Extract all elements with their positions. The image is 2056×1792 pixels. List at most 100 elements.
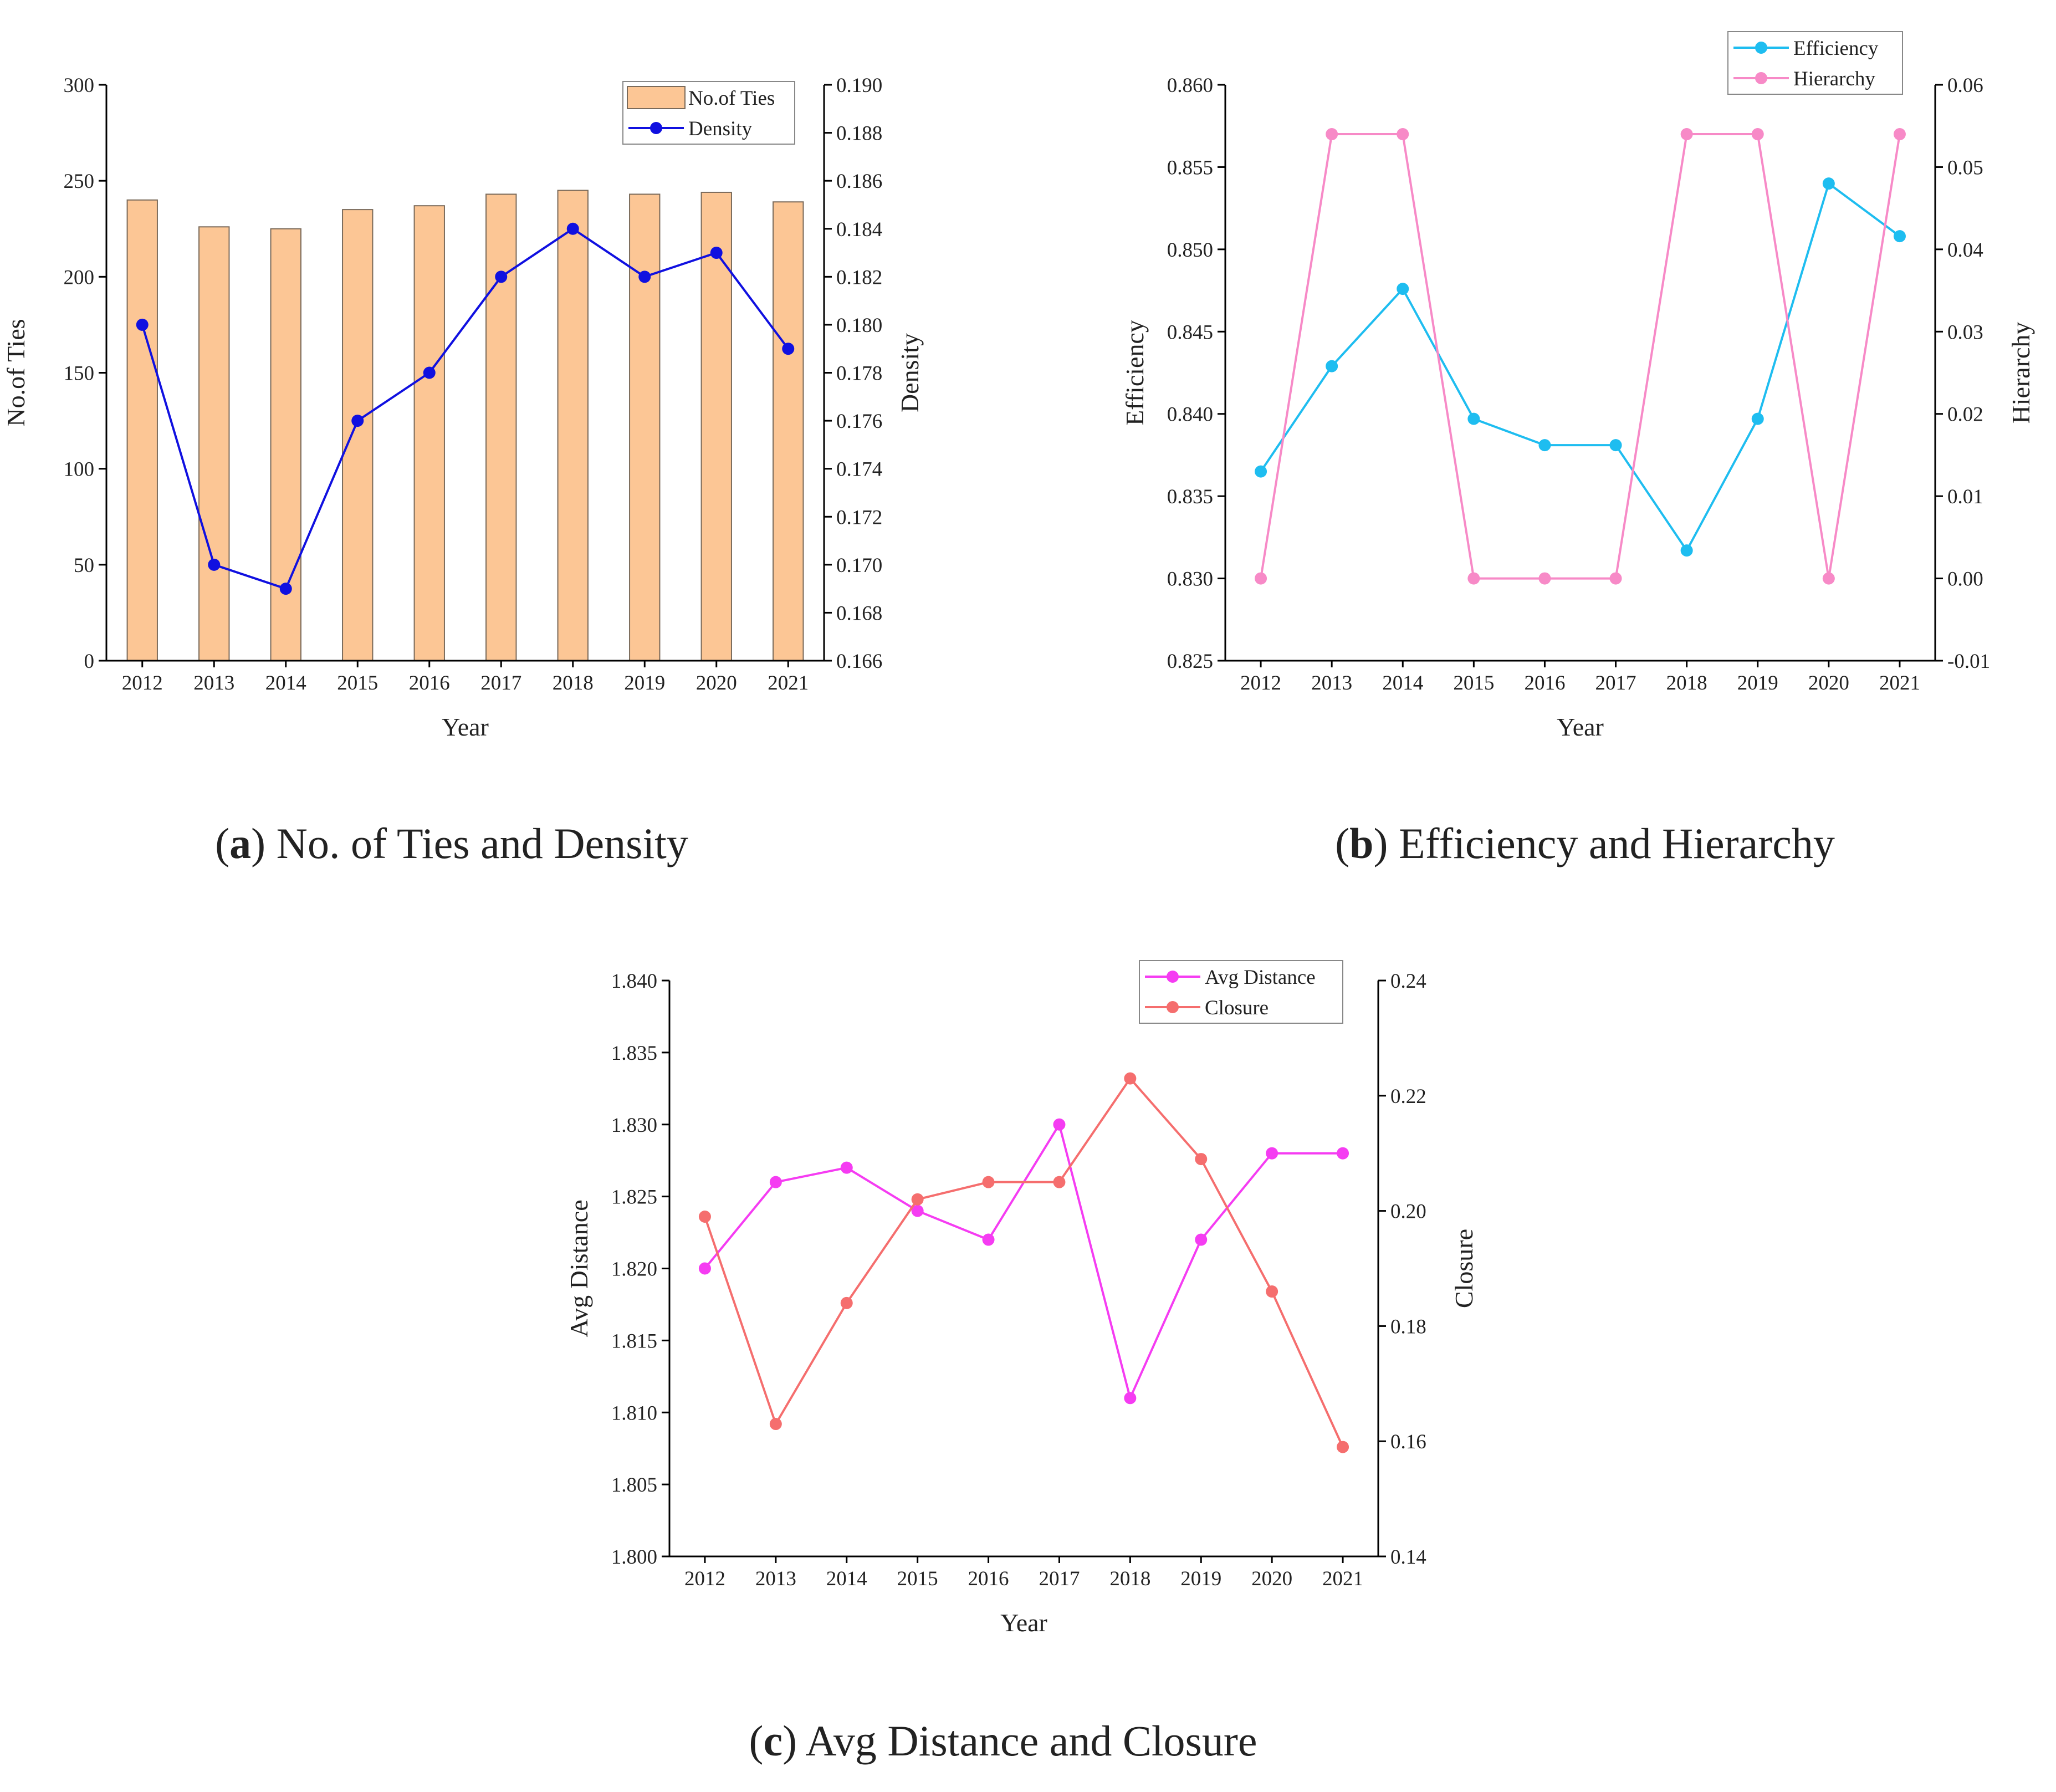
chart-c-x-tick-label: 2012 bbox=[684, 1568, 725, 1590]
chart-a-density-point-2019 bbox=[638, 270, 651, 283]
chart-b-legend-label-hierarchy: Hierarchy bbox=[1793, 68, 1875, 90]
chart-a-ties-density: 0 50 100 150 200 250 300 0.166 0.168 0.170 0.172 0.… bbox=[2, 74, 924, 741]
chart-c-closure-point-2013 bbox=[769, 1418, 782, 1431]
caption-c: (c) Avg Distance and Closure bbox=[749, 1717, 1257, 1765]
chart-c-left-tick-label: 1.825 bbox=[611, 1186, 657, 1209]
chart-b-legend-marker-hierarchy bbox=[1755, 72, 1767, 84]
chart-c-x-tick-label: 2018 bbox=[1109, 1568, 1150, 1590]
chart-c-x-tick-label: 2021 bbox=[1322, 1568, 1363, 1590]
chart-c-legend-marker-avg-distance bbox=[1167, 971, 1179, 983]
chart-b-left-tick-label: 0.855 bbox=[1167, 156, 1213, 179]
chart-c-closure-point-2015 bbox=[911, 1193, 924, 1206]
chart-c-avg-distance-point-2016 bbox=[982, 1233, 995, 1246]
chart-a-left-tick-label: 300 bbox=[64, 74, 95, 97]
chart-c-closure-point-2016 bbox=[982, 1176, 995, 1188]
caption-a-letter: a bbox=[229, 819, 251, 867]
chart-c-closure-point-2018 bbox=[1124, 1072, 1137, 1085]
chart-a-right-tick-label: 0.178 bbox=[836, 363, 882, 385]
chart-b-x-axis-title: Year bbox=[1557, 713, 1604, 741]
caption-b-letter: b bbox=[1349, 819, 1373, 867]
chart-b-hierarchy-point-2014 bbox=[1397, 128, 1409, 141]
chart-c-left-tick-label: 1.840 bbox=[611, 970, 657, 993]
chart-b-x-tick-label: 2019 bbox=[1737, 672, 1778, 695]
chart-b-left-tick-label: 0.840 bbox=[1167, 404, 1213, 426]
chart-a-x-axis-title: Year bbox=[442, 713, 489, 741]
chart-b-hierarchy-line bbox=[1260, 133, 1901, 580]
chart-c-left-tick-label: 1.805 bbox=[611, 1474, 657, 1497]
chart-c-left-tick-label: 1.830 bbox=[611, 1114, 657, 1137]
chart-c-closure-point-2019 bbox=[1195, 1153, 1208, 1166]
chart-a-left-tick-label: 150 bbox=[64, 363, 95, 385]
chart-a-bar-2021 bbox=[773, 201, 804, 662]
caption-a: (a) No. of Ties and Density bbox=[215, 819, 688, 867]
chart-a-density-point-2016 bbox=[423, 366, 436, 379]
chart-c-right-tick-label: 0.18 bbox=[1390, 1315, 1426, 1338]
chart-a-density-point-2020 bbox=[710, 247, 723, 259]
chart-c-x-tick-label: 2015 bbox=[897, 1568, 938, 1590]
chart-b-efficiency-point-2015 bbox=[1467, 412, 1480, 425]
chart-a-x-tick-label: 2012 bbox=[122, 672, 163, 695]
chart-a-density-point-2013 bbox=[208, 558, 221, 571]
chart-a-x-tick-label: 2013 bbox=[193, 672, 234, 695]
chart-b-left-tick-label: 0.835 bbox=[1167, 486, 1213, 508]
caption-b-text: Efficiency and Hierarchy bbox=[1399, 819, 1835, 867]
chart-a-density-point-2021 bbox=[782, 343, 795, 355]
chart-a-x-tick-label: 2015 bbox=[337, 672, 378, 695]
chart-a-right-tick-label: 0.188 bbox=[836, 122, 882, 145]
chart-a-right-tick-label: 0.174 bbox=[836, 458, 882, 481]
chart-c-right-tick-label: 0.16 bbox=[1390, 1431, 1426, 1453]
chart-b-efficiency-point-2016 bbox=[1538, 439, 1551, 452]
chart-b-hierarchy-point-2017 bbox=[1609, 572, 1622, 585]
chart-c-right-tick-label: 0.20 bbox=[1390, 1201, 1426, 1223]
chart-b-x-tick-label: 2015 bbox=[1453, 672, 1494, 695]
chart-b-left-axis-title: Efficiency bbox=[1121, 320, 1149, 426]
chart-c-closure-point-2012 bbox=[698, 1210, 711, 1223]
chart-a-bar-2012 bbox=[126, 199, 158, 661]
chart-a-density-point-2017 bbox=[495, 270, 508, 283]
chart-a-x-tick-label: 2017 bbox=[480, 672, 521, 695]
chart-a-right-tick-label: 0.168 bbox=[836, 602, 882, 625]
chart-c-x-axis-title: Year bbox=[1000, 1609, 1047, 1637]
chart-b-x-tick-label: 2014 bbox=[1382, 672, 1423, 695]
chart-b-hierarchy-point-2021 bbox=[1893, 128, 1906, 141]
chart-c-right-tick-label: 0.22 bbox=[1390, 1085, 1426, 1108]
chart-b-right-tick-label: 0.03 bbox=[1947, 321, 1983, 344]
chart-a-density-point-2012 bbox=[136, 318, 149, 331]
chart-a-density-line bbox=[141, 227, 789, 590]
chart-c-avg-distance-point-2018 bbox=[1124, 1392, 1137, 1405]
chart-c-closure-line bbox=[704, 1076, 1344, 1448]
chart-a-bar-2017 bbox=[485, 193, 517, 662]
chart-b-efficiency-point-2017 bbox=[1609, 439, 1622, 452]
caption-c-text: Avg Distance and Closure bbox=[805, 1717, 1257, 1765]
chart-c-x-tick-label: 2013 bbox=[755, 1568, 796, 1590]
chart-a-legend-swatch-no-of-ties bbox=[627, 86, 686, 109]
chart-c-closure-point-2014 bbox=[840, 1296, 853, 1309]
chart-b-x-tick-label: 2016 bbox=[1524, 672, 1565, 695]
chart-a-left-tick-label: 0 bbox=[84, 650, 95, 673]
chart-a-x-tick-label: 2016 bbox=[409, 672, 450, 695]
chart-b-legend-box bbox=[1727, 31, 1903, 95]
chart-c-avg-distance-point-2012 bbox=[698, 1262, 711, 1275]
chart-c-avg-distance-point-2020 bbox=[1266, 1147, 1278, 1160]
chart-c-avg-distance-point-2015 bbox=[911, 1204, 924, 1217]
chart-b-legend-label-efficiency: Efficiency bbox=[1793, 37, 1879, 60]
chart-b-x-tick-label: 2017 bbox=[1595, 672, 1636, 695]
chart-b-x-tick-label: 2021 bbox=[1879, 672, 1920, 695]
chart-a-bar-2019 bbox=[629, 193, 661, 662]
chart-b-x-tick-label: 2020 bbox=[1808, 672, 1849, 695]
chart-b-right-tick-label: 0.02 bbox=[1947, 404, 1983, 426]
chart-a-left-tick-label: 100 bbox=[64, 458, 95, 481]
chart-a-right-tick-label: 0.176 bbox=[836, 410, 882, 433]
chart-c-left-tick-label: 1.835 bbox=[611, 1042, 657, 1065]
chart-b-efficiency-point-2012 bbox=[1255, 465, 1267, 478]
chart-b-right-tick-label: 0.04 bbox=[1947, 239, 1983, 262]
chart-c-x-tick-label: 2017 bbox=[1039, 1568, 1080, 1590]
chart-a-right-tick-label: 0.182 bbox=[836, 266, 882, 289]
chart-b-efficiency-point-2021 bbox=[1893, 230, 1906, 243]
chart-a-bar-2020 bbox=[700, 191, 732, 661]
chart-c-avg-distance-point-2017 bbox=[1053, 1118, 1066, 1131]
chart-b-right-tick-label: 0.01 bbox=[1947, 486, 1983, 508]
chart-c-x-tick-label: 2016 bbox=[968, 1568, 1009, 1590]
chart-b-right-tick-label: 0.05 bbox=[1947, 156, 1983, 179]
